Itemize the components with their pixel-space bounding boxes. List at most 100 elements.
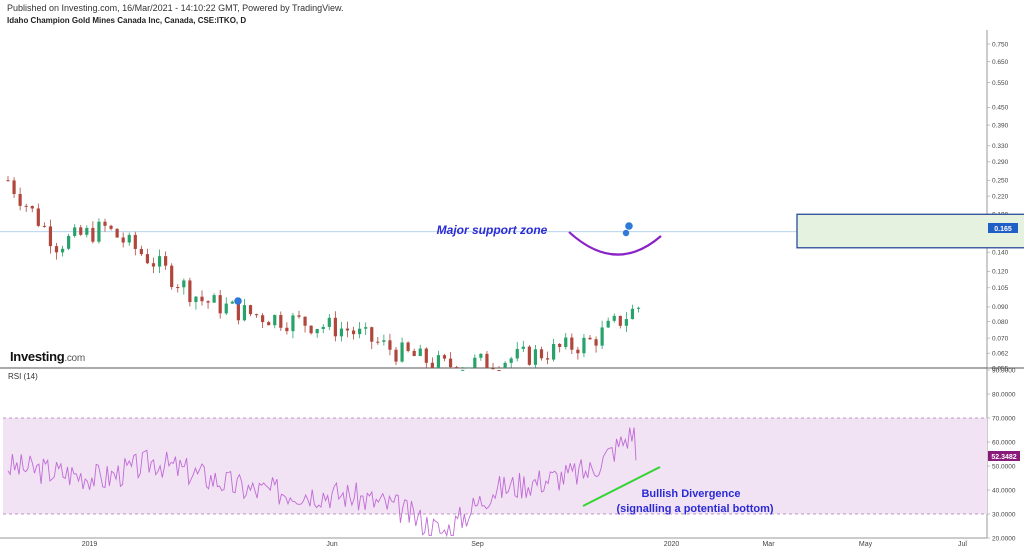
rsi-tick-label: 70.0000 (992, 415, 1016, 422)
event-marker-icon[interactable] (622, 229, 630, 237)
time-tick-label: May (859, 541, 873, 548)
rsi-tick-label: 50.0000 (992, 463, 1016, 470)
candle-body (315, 328, 319, 334)
price-tick-label: 0.062 (992, 350, 1009, 357)
candle-body (412, 350, 416, 357)
candle-body (279, 315, 283, 328)
price-tick-label: 0.750 (992, 41, 1009, 48)
rsi-value: 52.3482 (991, 454, 1016, 461)
candle-body (91, 227, 95, 242)
symbol-title: Idaho Champion Gold Mines Canada Inc, Ca… (7, 16, 247, 25)
candle-body (448, 358, 453, 368)
candle-body (109, 225, 113, 229)
price-tick-label: 0.220 (992, 193, 1009, 200)
candle-body (236, 301, 240, 321)
candle-body (539, 349, 544, 359)
candle-body (6, 180, 10, 182)
candle-body (212, 295, 216, 303)
candle-body (261, 315, 265, 323)
event-marker-icon[interactable] (234, 297, 242, 305)
price-tick-label: 0.140 (992, 249, 1009, 256)
rsi-line (7, 427, 637, 538)
candle-body (139, 248, 143, 255)
price-axis-ticks: 0.750 0.650 0.550 0.450 0.390 0.330 0.290 0.250… (987, 41, 1009, 372)
candle-body (60, 248, 65, 253)
price-tick-label: 0.250 (992, 178, 1009, 185)
event-marker-icon[interactable] (625, 222, 633, 230)
candle-body (382, 340, 386, 342)
candle-body (291, 315, 295, 332)
candle-body (18, 194, 22, 206)
candle-body (248, 305, 253, 315)
price-tick-label: 0.390 (992, 122, 1009, 129)
candle-body (12, 180, 16, 195)
candle-body (200, 296, 204, 302)
candle-body (218, 295, 222, 314)
price-tick-label: 0.550 (992, 80, 1009, 87)
rsi-tick-label: 30.0000 (992, 511, 1016, 518)
candle-body (582, 337, 586, 354)
candle-body (436, 355, 441, 368)
price-tick-label: 0.120 (992, 269, 1009, 276)
candle-body (30, 205, 34, 209)
candle-body (36, 208, 40, 226)
candle-body (552, 343, 556, 360)
candle-body (588, 337, 592, 340)
candle-body (612, 315, 616, 321)
candle-body (42, 225, 46, 227)
candle-body (151, 263, 156, 267)
candle-body (145, 254, 150, 264)
candle-body (309, 325, 313, 334)
last-price-badge (988, 223, 1018, 233)
candle-body (527, 346, 531, 365)
price-tick-label: 0.080 (992, 319, 1009, 326)
divergence-label-line2: (signalling a potential bottom) (616, 503, 773, 515)
investing-logo: Investing.com (10, 349, 85, 364)
divergence-trendline (582, 466, 661, 507)
candle-body (558, 343, 562, 347)
candle-body (345, 328, 350, 331)
candle-body (48, 226, 53, 247)
candle-body (273, 315, 277, 326)
support-zone-label: Major support zone (437, 223, 548, 237)
rsi-tick-label: 80.0000 (992, 391, 1016, 398)
rsi-tick-label: 60.0000 (992, 439, 1016, 446)
candle-body (564, 337, 568, 347)
candle-body (242, 305, 247, 321)
candle-body (600, 327, 604, 346)
time-tick-label: Jun (326, 541, 337, 548)
candle-body (364, 327, 368, 329)
candle-body (297, 315, 301, 317)
price-tick-label: 0.650 (992, 59, 1009, 66)
price-tick-label: 0.090 (992, 304, 1009, 311)
candle-body (339, 328, 344, 337)
candle-body (576, 349, 580, 354)
price-tick-label: 0.450 (992, 105, 1009, 112)
candle-body (85, 227, 89, 235)
candle-body (121, 237, 125, 243)
candle-body (73, 227, 77, 236)
price-tick-label: 0.330 (992, 143, 1009, 150)
price-tick-label: 0.055 (992, 365, 1009, 372)
candle-body (594, 339, 598, 346)
divergence-label-line1: Bullish Divergence (641, 488, 740, 500)
time-tick-label: 2020 (664, 541, 680, 548)
candle-body (424, 348, 428, 363)
candle-body (67, 235, 71, 249)
candle-body (164, 256, 168, 266)
candle-body (521, 346, 525, 349)
candle-body (267, 322, 271, 326)
candle-body (485, 353, 489, 368)
candle-body (224, 303, 228, 314)
candle-body (230, 301, 234, 304)
candle-body (406, 342, 410, 351)
candle-body (455, 367, 459, 369)
candle-body (358, 328, 362, 335)
price-tick-label: 0.290 (992, 159, 1009, 166)
candle-body (194, 296, 198, 303)
candle-body (176, 287, 180, 289)
price-tick-label: 0.105 (992, 285, 1009, 292)
candle-body (606, 320, 610, 328)
time-tick-label: Jul (958, 541, 967, 548)
rounded-bottom-arc (568, 231, 662, 256)
